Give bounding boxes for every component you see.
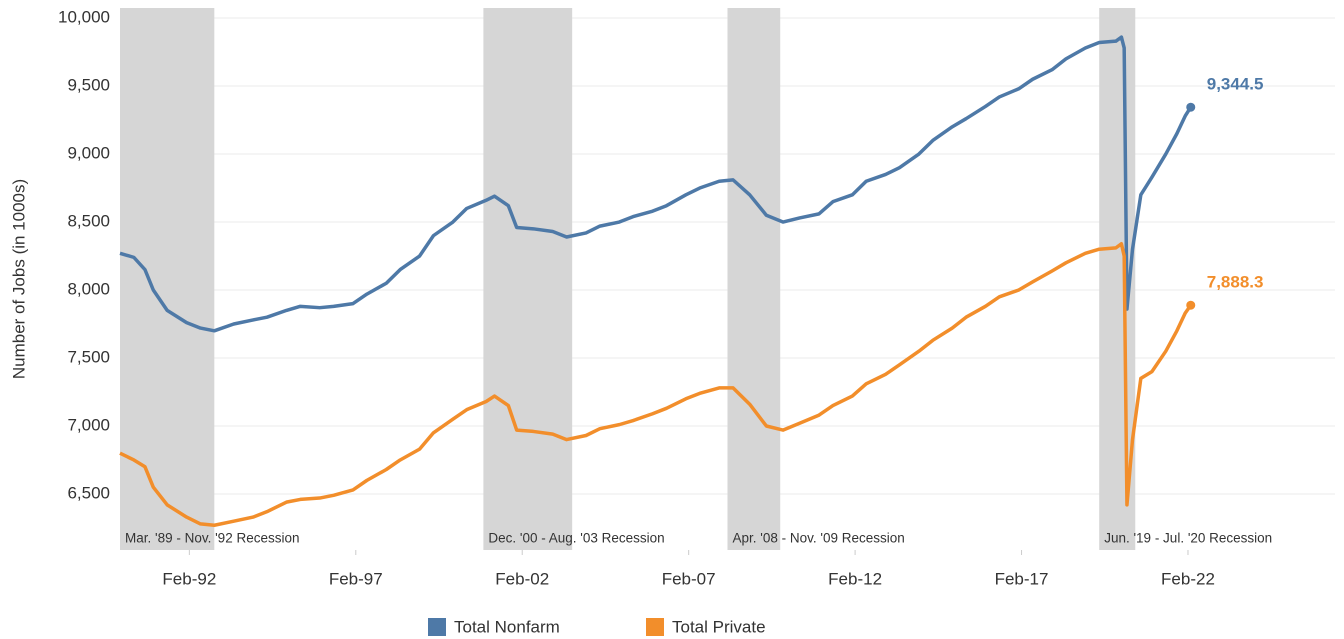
x-tick-label: Feb-22: [1161, 569, 1215, 588]
recession-label: Dec. '00 - Aug. '03 Recession: [488, 531, 664, 546]
y-tick-label: 9,500: [67, 76, 110, 95]
y-tick-label: 10,000: [58, 8, 110, 27]
x-tick-label: Feb-12: [828, 569, 882, 588]
y-tick-label: 7,000: [67, 415, 110, 434]
legend-swatch: [646, 618, 664, 636]
recession-label: Jun. '19 - Jul. '20 Recession: [1104, 531, 1272, 546]
y-tick-label: 9,000: [67, 144, 110, 163]
end-point: [1186, 102, 1196, 112]
x-tick-label: Feb-92: [162, 569, 216, 588]
y-tick-label: 8,000: [67, 279, 110, 298]
x-tick-label: Feb-17: [995, 569, 1049, 588]
recession-band: [483, 8, 573, 550]
legend-label: Total Nonfarm: [454, 617, 560, 636]
recession-label: Apr. '08 - Nov. '09 Recession: [733, 531, 905, 546]
recession-band: [120, 8, 215, 550]
y-tick-label: 7,500: [67, 347, 110, 366]
series-line: [119, 242, 1193, 528]
y-axis-label: Number of Jobs (in 1000s): [9, 179, 28, 379]
x-tick-label: Feb-07: [662, 569, 716, 588]
recession-band: [727, 8, 781, 550]
legend-label: Total Private: [672, 617, 766, 636]
value-label: 7,888.3: [1207, 273, 1264, 292]
end-point: [1186, 300, 1196, 310]
y-tick-label: 6,500: [67, 483, 110, 502]
x-tick-label: Feb-02: [495, 569, 549, 588]
recession-label: Mar. '89 - Nov. '92 Recession: [125, 531, 299, 546]
legend-swatch: [428, 618, 446, 636]
y-tick-label: 8,500: [67, 212, 110, 231]
series-line: [119, 35, 1193, 333]
x-tick-label: Feb-97: [329, 569, 383, 588]
value-label: 9,344.5: [1207, 75, 1264, 94]
